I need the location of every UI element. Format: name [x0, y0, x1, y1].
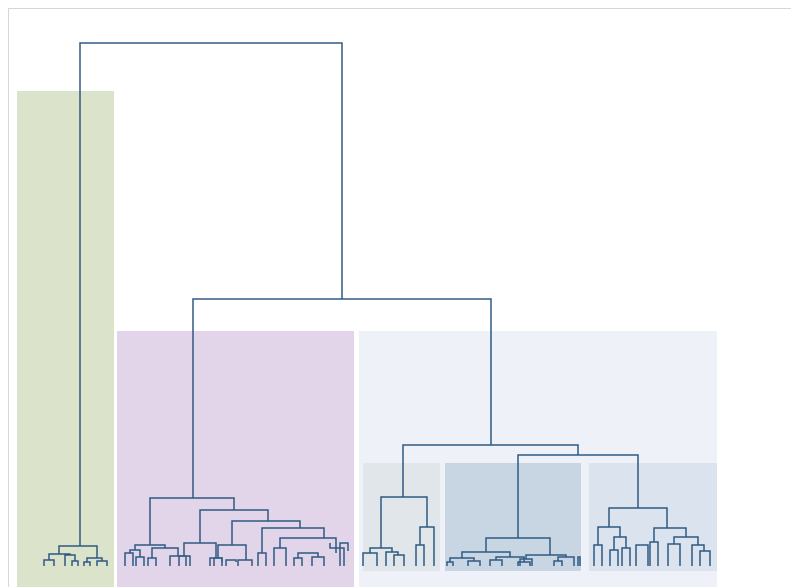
main-merge-link — [192, 298, 492, 498]
merge-link-5 — [71, 560, 79, 566]
merge-link-52 — [577, 556, 581, 566]
merge-link-7 — [83, 561, 91, 566]
merge-link-27 — [279, 537, 337, 553]
merge-link-38 — [419, 526, 435, 566]
merge-link-15 — [169, 555, 187, 566]
merge-link-16 — [199, 509, 269, 543]
merge-link-32 — [329, 543, 345, 566]
merge-link-21 — [217, 544, 247, 560]
merge-link-36 — [385, 551, 399, 566]
cluster-box-green — [17, 91, 114, 587]
merge-link-49 — [519, 558, 533, 566]
merge-link-26 — [257, 552, 267, 566]
merge-link-42 — [449, 557, 475, 562]
merge-link-39 — [415, 544, 425, 566]
link-layer — [43, 42, 711, 566]
merge-link-64 — [691, 544, 705, 566]
merge-link-46 — [489, 559, 503, 566]
merge-link-10 — [124, 552, 134, 566]
merge-link-40 — [485, 537, 551, 555]
merge-link-65 — [699, 550, 711, 566]
cluster-box-blue-sub-dark — [445, 463, 581, 571]
merge-link-14 — [147, 557, 157, 566]
blue-sub-merge-link — [517, 454, 639, 538]
merge-link-11 — [129, 549, 141, 557]
merge-link-58 — [621, 547, 631, 566]
merge-link-30 — [293, 557, 303, 566]
merge-link-50 — [557, 556, 575, 566]
merge-link-4 — [64, 554, 76, 566]
merge-link-20 — [231, 520, 301, 545]
merge-link-33 — [339, 542, 349, 566]
cluster-highlight-layer — [17, 91, 717, 587]
merge-link-35 — [362, 552, 378, 566]
plot-frame — [8, 8, 791, 587]
merge-link-8 — [96, 560, 108, 566]
merge-link-37 — [393, 554, 405, 566]
merge-link-12 — [135, 556, 145, 566]
merge-link-44 — [467, 560, 481, 566]
merge-link-55 — [593, 544, 603, 566]
merge-link-63 — [667, 543, 681, 566]
merge-link-23 — [225, 559, 237, 566]
cluster-box-blue-sub-light — [589, 463, 717, 571]
merge-link-62 — [673, 536, 699, 545]
merge-link-24 — [237, 559, 253, 566]
merge-link-57 — [609, 549, 619, 566]
merge-link-6 — [86, 557, 103, 562]
merge-link-29 — [297, 552, 319, 558]
merge-link-47 — [517, 561, 531, 566]
purple-merge-link — [149, 497, 235, 545]
blue-merge-link — [402, 444, 579, 497]
merge-link-41 — [461, 551, 511, 558]
merge-link-25 — [261, 527, 325, 553]
merge-link-56 — [613, 536, 627, 550]
merge-link-31 — [311, 556, 325, 566]
merge-link-9 — [134, 544, 166, 550]
merge-link-53 — [608, 507, 668, 528]
merge-link-18 — [178, 555, 191, 566]
merge-link-48 — [525, 554, 567, 559]
gray-sub-merge-link — [380, 496, 428, 548]
merge-link-60 — [653, 527, 687, 542]
merge-link-51 — [553, 560, 563, 566]
merge-link-43 — [446, 561, 454, 566]
merge-link-3 — [43, 559, 55, 566]
merge-link-1 — [58, 545, 98, 558]
merge-link-61 — [649, 541, 659, 566]
merge-link-17 — [183, 542, 217, 558]
merge-link-59 — [635, 544, 649, 566]
merge-link-13 — [151, 547, 179, 558]
merge-link-28 — [273, 547, 287, 566]
root-merge-link — [79, 42, 343, 546]
merge-link-22 — [213, 557, 223, 566]
merge-link-54 — [597, 526, 621, 545]
merge-link-34 — [369, 547, 393, 553]
